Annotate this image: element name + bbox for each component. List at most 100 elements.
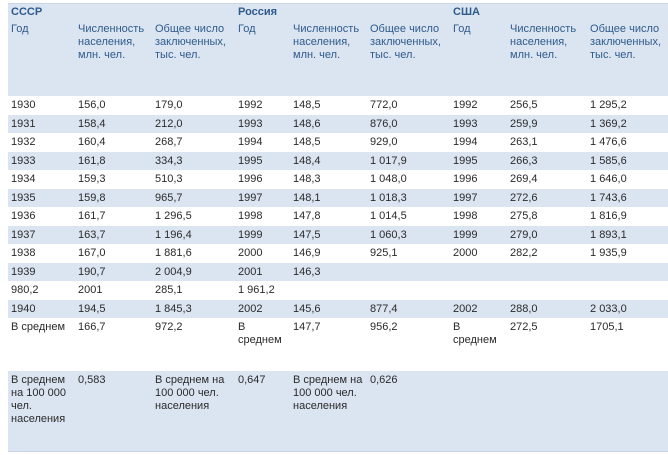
table-cell: 2 033,0 [587,299,668,318]
table-cell: 1999 [235,225,290,244]
table-cell: 2002 [235,299,290,318]
table-cell: 1 014,5 [370,210,407,222]
table-cell: 2002 [450,299,508,318]
table-cell: 148,6 [290,114,367,133]
group-header: Россия [235,3,451,20]
table-cell: 2000 [238,247,263,259]
table-cell: 1 743,6 [587,188,668,207]
group-header-row: СССР Россия США [8,3,668,20]
table-row: 1940 194,5 1 845,3 2002 145,6 877,4 2002 288,0 2… [8,299,668,318]
table-cell: 1936 [11,210,36,222]
table-cell: 279,0 [507,225,588,244]
table-cell: 1 048,0 [370,173,407,185]
table-row: 1936 161,7 1 296,5 1998 147,8 1 014,5 1998 275,… [8,207,668,226]
column-header: Численность населения, млн. чел. [290,20,367,96]
table-cell: 1 296,5 [155,210,192,222]
table-cell: 1996 [238,173,263,185]
table-cell: 334,3 [152,151,235,170]
table-row: 1933 161,8 334,3 1995 148,4 1 017,9 1995 266,3 1… [8,151,668,170]
table-cell: 1932 [11,136,36,148]
table-cell: 1 196,4 [152,225,235,244]
table-row: 1937 163,7 1 196,4 1999 147,5 1 060,3 1999 279,… [8,225,668,244]
table-cell: 1993 [235,114,290,133]
table-cell: 1 935,9 [590,247,627,259]
table-cell: 159,8 [75,188,152,207]
empty-cell [450,262,508,281]
table-cell: 275,8 [510,210,538,222]
table-row: В среднем 166,7 972,2 В среднем 147,7 956,2 В … [8,318,668,371]
table-cell: 972,2 [155,321,183,333]
empty-cell [367,281,450,300]
table-cell: 167,0 [78,247,106,259]
table-cell: 1999 [450,225,508,244]
empty-cell [450,281,507,300]
empty-cell [587,371,668,452]
column-header: Общее число заключенных, тыс. чел. [587,20,668,96]
table-cell: 1 893,1 [587,225,668,244]
group-header: США [450,3,668,20]
table-cell: 1997 [235,188,290,207]
table-cell: 146,9 [293,247,321,259]
table-cell: 1705,1 [590,321,624,333]
table-cell: 1 017,9 [367,151,451,170]
table-cell: 1931 [8,114,75,133]
table-cell: 1993 [450,114,508,133]
table-cell: В среднем на 100 000 чел. населения [290,371,367,452]
empty-cell [290,281,367,300]
table-wrap: СССР Россия США Год Численность населения, м… [8,3,668,453]
table-cell: 1 060,3 [367,225,451,244]
table-cell: 1994 [453,136,478,148]
table-cell: 272,5 [510,321,538,333]
table-cell: 2001 [78,284,103,296]
table-cell: 285,1 [155,284,183,296]
table-cell: 0,626 [367,371,451,452]
table-cell: 2 004,9 [152,262,235,281]
table-cell: 160,4 [78,136,106,148]
table-cell: 179,0 [155,99,183,111]
table-cell: 876,0 [367,114,451,133]
table-cell: 510,3 [155,173,183,185]
table-cell: 1 961,2 [238,284,275,296]
table-cell: 1995 [450,151,508,170]
table-cell: 148,5 [293,136,321,148]
column-header: Год [8,20,75,96]
table-cell: 1998 [453,210,478,222]
table-cell: 1 585,6 [587,151,668,170]
table-cell: 266,3 [507,151,588,170]
table-cell: В среднем на 100 000 чел. населения [8,371,75,452]
table-cell: 159,3 [78,173,106,185]
table-cell: 1 369,2 [587,114,668,133]
table-cell: 2001 [235,262,290,281]
table-cell: 980,2 [11,284,39,296]
table-cell: 194,5 [75,299,152,318]
table-row: 1931 158,4 212,0 1993 148,6 876,0 1993 259,9 1 3… [8,114,668,133]
table-cell: 166,7 [78,321,106,333]
table-row: 1938 167,0 1 881,6 2000 146,9 925,1 2000 282,2 1… [8,244,668,263]
table-cell: 163,7 [75,225,152,244]
table-cell: 1 018,3 [367,188,451,207]
table-cell: 1 816,9 [590,210,627,222]
table-cell: 925,1 [370,247,398,259]
table-cell: 190,7 [75,262,152,281]
table-cell: 282,2 [510,247,538,259]
table-cell: 148,5 [293,99,321,111]
table-cell: 161,8 [75,151,152,170]
table-cell: 146,3 [290,262,367,281]
empty-cell [450,371,508,452]
table-row: 1939 190,7 2 004,9 2001 146,3 [8,262,668,281]
table-cell: 1 845,3 [152,299,235,318]
table-cell: 772,0 [370,99,398,111]
table-cell: 158,4 [75,114,152,133]
table-cell: 929,0 [370,136,398,148]
table-cell: 212,0 [152,114,235,133]
empty-cell [587,262,668,281]
table-cell: В среднем [238,321,282,346]
table-cell: 1994 [238,136,263,148]
table-cell: 1 646,0 [590,173,627,185]
table-cell: 1995 [235,151,290,170]
table-cell: 1934 [11,173,36,185]
table-cell: 1 476,6 [590,136,627,148]
table-row: 1935 159,8 965,7 1997 148,1 1 018,3 1997 272,6 1… [8,188,668,207]
table-cell: В среднем [11,321,66,333]
table-cell: 156,0 [78,99,106,111]
